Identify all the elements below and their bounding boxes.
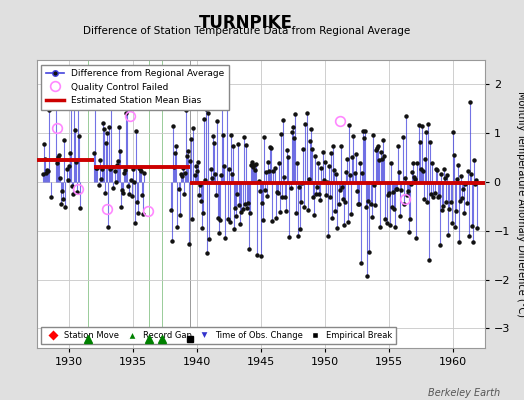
Y-axis label: Monthly Temperature Anomaly Difference (°C): Monthly Temperature Anomaly Difference (… [516,91,524,317]
Legend: Difference from Regional Average, Quality Control Failed, Estimated Station Mean: Difference from Regional Average, Qualit… [41,64,229,110]
Text: Difference of Station Temperature Data from Regional Average: Difference of Station Temperature Data f… [83,26,410,36]
Text: Berkeley Earth: Berkeley Earth [428,388,500,398]
Text: TURNPIKE: TURNPIKE [199,14,293,32]
